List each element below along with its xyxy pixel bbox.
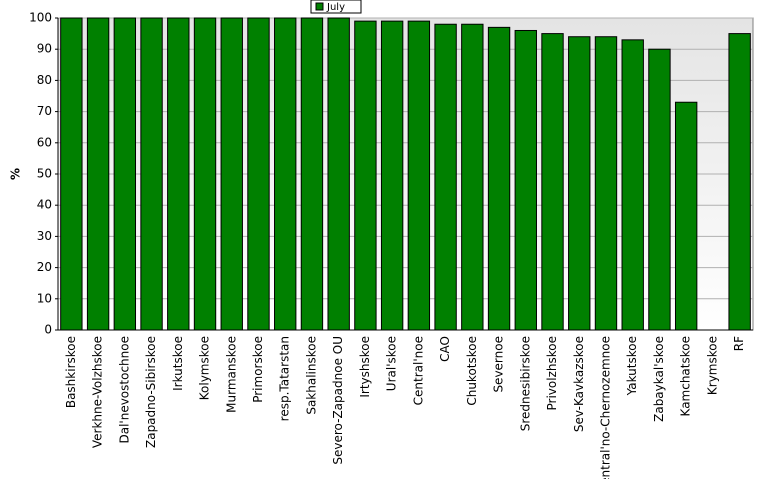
bar [568, 36, 591, 331]
x-tick-label: Zapadno-Sibirskoe [144, 336, 158, 448]
x-tick-label: Severnoe [492, 336, 506, 393]
y-tick-label: 60 [37, 135, 52, 149]
bar [541, 33, 564, 331]
x-tick-label: Sev-Kavkazskoe [572, 336, 586, 432]
y-tick-label: 20 [37, 260, 52, 274]
x-tick-label: Privolzhskoe [545, 336, 559, 410]
y-tick-label: 70 [37, 104, 52, 118]
x-tick-label: Dal'nevostochnoe [117, 336, 131, 444]
x-tick-label: Krymskoe [705, 336, 719, 395]
x-tick-label: Irtyshskoe [358, 336, 372, 398]
legend-label: July [326, 2, 345, 13]
y-tick-label: 10 [37, 291, 52, 305]
y-axis-label: % [9, 168, 23, 180]
x-tick-label: Primorskoe [251, 336, 265, 403]
bar [193, 17, 217, 331]
x-tick-label: Sakhalinskoe [304, 336, 318, 415]
y-tick-label: 30 [37, 229, 52, 243]
x-tick-label: Murmanskoe [224, 336, 238, 413]
bar [113, 17, 137, 331]
x-tick-label: Verkhne-Volzhskoe [91, 336, 105, 448]
bar [487, 26, 511, 331]
bar [674, 101, 698, 331]
bar [648, 48, 671, 331]
bar [274, 17, 297, 331]
bar [434, 23, 457, 331]
x-tick-label: Severo-Zapadnoe OU [331, 336, 345, 465]
x-tick-label: Kamchatskoe [679, 336, 693, 416]
x-tick-label: Srednesibirskoe [518, 336, 532, 431]
x-tick-label: CAO [438, 336, 452, 362]
y-tick-label: 100 [29, 11, 52, 25]
y-tick-label: 50 [37, 167, 52, 181]
bar [407, 20, 431, 331]
x-tick-label: Bashkirskoe [64, 336, 78, 408]
legend-swatch [315, 2, 324, 11]
x-tick-label: Zabaykal'skoe [652, 336, 666, 422]
legend: July [310, 0, 362, 14]
x-tick-label: Central'noe [411, 336, 425, 405]
bar [247, 17, 270, 331]
x-tick-label: Irkutskoe [171, 336, 185, 391]
bar [167, 17, 190, 331]
y-tick-label: 80 [37, 73, 52, 87]
x-tick-label: resp.Tatarstan [278, 336, 292, 421]
bar [300, 17, 324, 331]
x-tick-label: Kolymskoe [198, 336, 212, 400]
bar [621, 39, 644, 331]
bar [354, 20, 377, 331]
y-tick-label: 90 [37, 42, 52, 56]
bar [728, 33, 751, 331]
bar [60, 17, 83, 331]
bar [380, 20, 404, 331]
x-tick-label: Ural'skoe [385, 336, 399, 391]
bar [86, 17, 110, 331]
bar [514, 29, 537, 331]
y-tick-label: 40 [37, 198, 52, 212]
bar [327, 17, 350, 331]
bar [594, 36, 618, 331]
bar [461, 23, 484, 331]
x-tick-label: RF [732, 336, 746, 351]
x-tick-label: Central'no-Chernozemnoe [598, 336, 612, 479]
x-tick-label: Yakutskoe [625, 336, 639, 396]
bar [140, 17, 163, 331]
y-tick-label: 0 [44, 323, 52, 337]
bar [220, 17, 243, 331]
x-tick-label: Chukotskoe [465, 336, 479, 406]
